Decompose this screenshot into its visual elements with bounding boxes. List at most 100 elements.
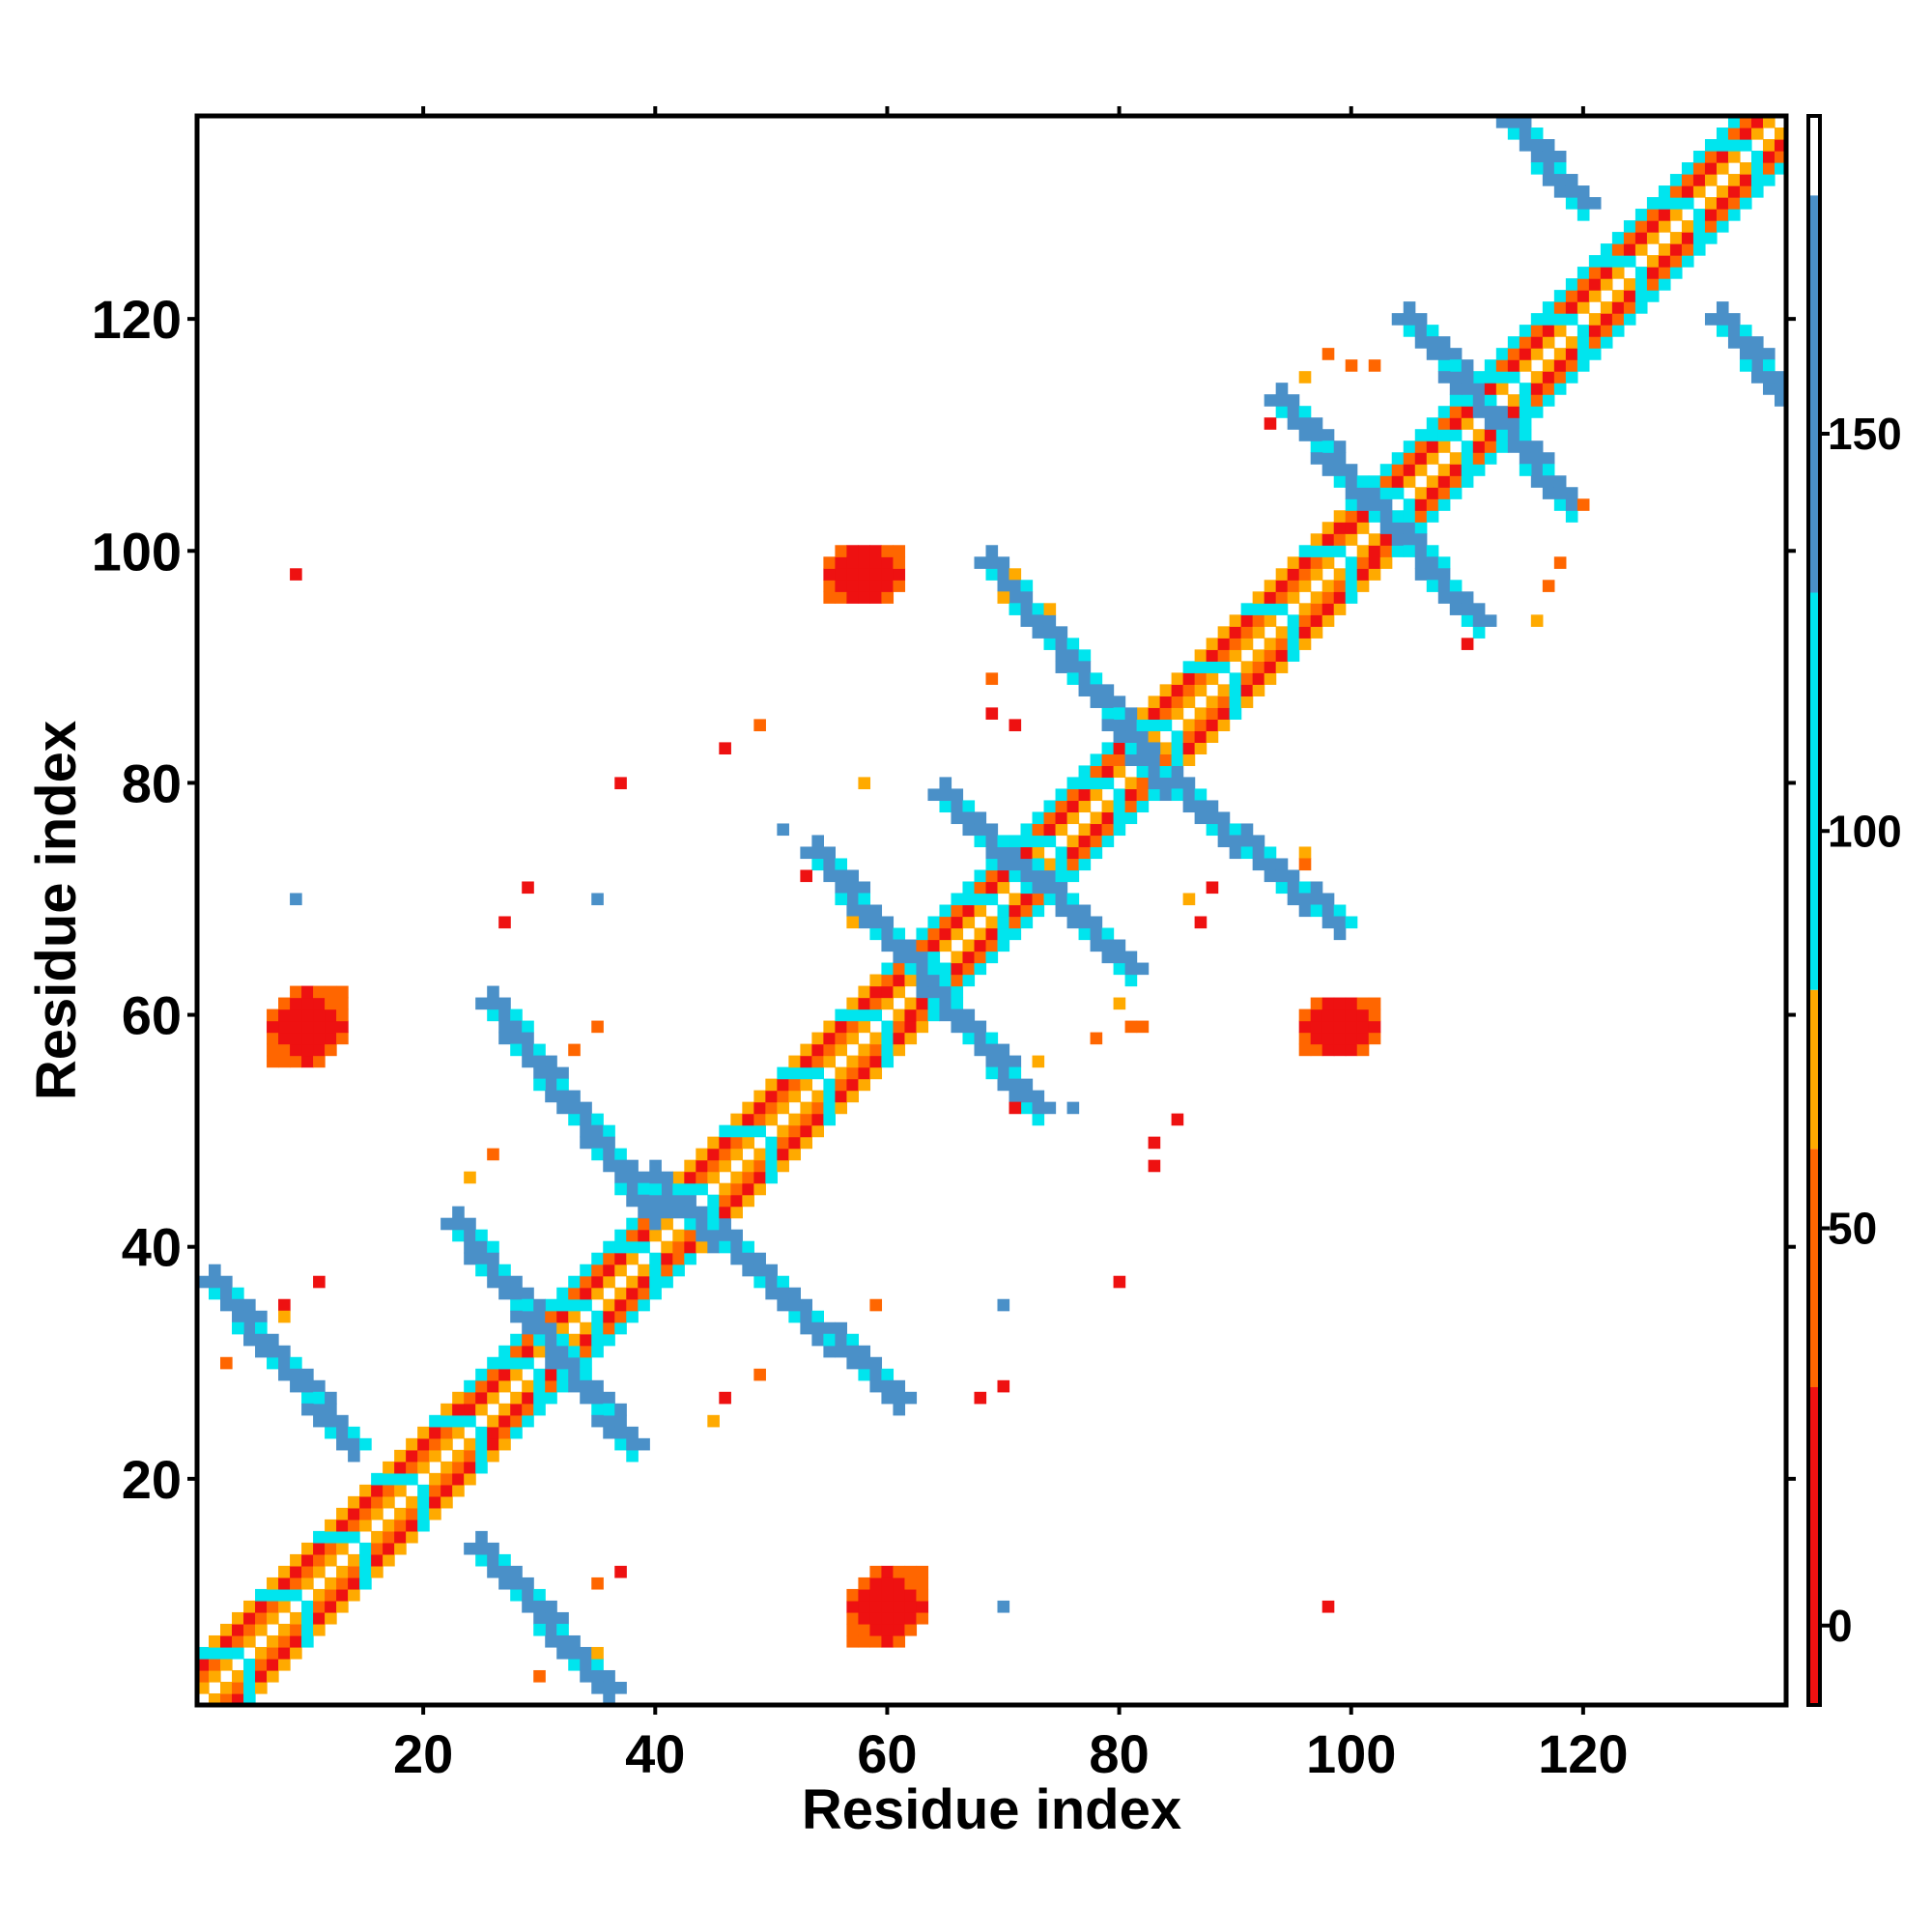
heatmap-cell [1356, 1020, 1370, 1034]
heatmap-cell [1321, 591, 1335, 604]
heatmap-cell [1066, 916, 1080, 929]
heatmap-cell [267, 1634, 279, 1648]
heatmap-cell [591, 1264, 604, 1277]
heatmap-cell [661, 1264, 673, 1277]
heatmap-cell [939, 904, 952, 918]
heatmap-cell [1542, 371, 1555, 384]
heatmap-cell [661, 1206, 673, 1219]
heatmap-cell [1298, 626, 1312, 639]
heatmap-cell [1113, 939, 1126, 952]
heatmap-cell [962, 939, 976, 952]
heatmap-cell [1437, 591, 1451, 604]
heatmap-cell [823, 1101, 836, 1115]
heatmap-cell [243, 1658, 256, 1671]
heatmap-cell [1495, 383, 1509, 395]
heatmap-cell [1472, 614, 1486, 627]
heatmap-cell [1449, 591, 1463, 604]
heatmap-cell [1240, 684, 1254, 696]
heatmap-cell [893, 580, 906, 592]
heatmap-cell [1611, 232, 1625, 244]
heatmap-cell [811, 1310, 824, 1323]
heatmap-cell [603, 1426, 615, 1439]
heatmap-cell [614, 1426, 627, 1439]
heatmap-cell [811, 1124, 824, 1138]
heatmap-cell [1229, 835, 1242, 848]
heatmap-cell [568, 1043, 581, 1057]
heatmap-cell [556, 1646, 569, 1660]
heatmap-cell [580, 1669, 592, 1683]
heatmap-cell [1727, 139, 1741, 152]
heatmap-cell [580, 1658, 592, 1671]
heatmap-cell [1206, 661, 1219, 673]
heatmap-cell [1461, 614, 1474, 627]
heatmap-cell [846, 916, 860, 929]
heatmap-cell [1090, 765, 1103, 779]
heatmap-cell [348, 1519, 360, 1532]
heatmap-cell [626, 1449, 639, 1463]
heatmap-cell [788, 1287, 801, 1300]
heatmap-cell [580, 1345, 592, 1358]
heatmap-cell [1066, 1101, 1080, 1115]
heatmap-cell [290, 1368, 302, 1381]
heatmap-cell [394, 1472, 407, 1486]
heatmap-cell [1101, 811, 1115, 825]
heatmap-cell [580, 1379, 592, 1393]
heatmap-cell [1321, 545, 1335, 557]
heatmap-cell [951, 811, 964, 825]
heatmap-cell [1553, 151, 1567, 163]
heatmap-cell [1611, 313, 1625, 326]
heatmap-cell [765, 1287, 778, 1300]
heatmap-cell [498, 1577, 511, 1590]
heatmap-cell [1449, 603, 1463, 615]
heatmap-cell [243, 1634, 256, 1648]
heatmap-cell [510, 1565, 523, 1578]
heatmap-cell [893, 568, 906, 581]
heatmap-cell [313, 1414, 326, 1428]
heatmap-cell [1750, 116, 1764, 128]
heatmap-cell [325, 1403, 337, 1416]
heatmap-cell [835, 1345, 848, 1358]
heatmap-cell [777, 1275, 789, 1289]
heatmap-cell [1333, 510, 1347, 523]
heatmap-cell [858, 1020, 871, 1034]
heatmap-cell [545, 1298, 557, 1312]
heatmap-cell [429, 1414, 441, 1428]
heatmap-cell [1588, 267, 1602, 279]
heatmap-cell [1043, 1101, 1057, 1115]
heatmap-cell [498, 1345, 511, 1358]
heatmap-cell [359, 1553, 372, 1567]
heatmap-cell [614, 1681, 627, 1694]
heatmap-cell [394, 1507, 407, 1520]
heatmap-cell [1113, 1275, 1126, 1289]
heatmap-cell [1542, 336, 1555, 349]
heatmap-cell [893, 1043, 906, 1057]
heatmap-cell [1588, 348, 1602, 360]
heatmap-cell [440, 1437, 453, 1451]
heatmap-cell [1066, 800, 1080, 813]
heatmap-cell [1287, 394, 1300, 407]
heatmap-cell [580, 1298, 592, 1312]
heatmap-cell [858, 904, 871, 918]
heatmap-cell [1519, 429, 1532, 441]
heatmap-cell [1333, 1032, 1347, 1045]
heatmap-cell [1750, 371, 1764, 384]
heatmap-cell [846, 1588, 860, 1602]
heatmap-cell [1032, 1101, 1045, 1115]
heatmap-cell [1727, 325, 1741, 337]
heatmap-cell [301, 985, 314, 999]
heatmap-cell [1217, 811, 1231, 825]
heatmap-cell [556, 1321, 569, 1335]
heatmap-cell [510, 1368, 523, 1381]
heatmap-cell [545, 1078, 557, 1092]
colorbar-band [1808, 989, 1820, 1150]
heatmap-cell [510, 1414, 523, 1428]
heatmap-cell [1009, 591, 1022, 604]
heatmap-cell [603, 1298, 615, 1312]
heatmap-cell [232, 1623, 244, 1636]
heatmap-cell [568, 1658, 581, 1671]
heatmap-cell [753, 1275, 766, 1289]
heatmap-cell [846, 1032, 860, 1045]
heatmap-cell [626, 1240, 639, 1254]
heatmap-cell [1310, 556, 1323, 569]
heatmap-cell [1252, 591, 1265, 604]
